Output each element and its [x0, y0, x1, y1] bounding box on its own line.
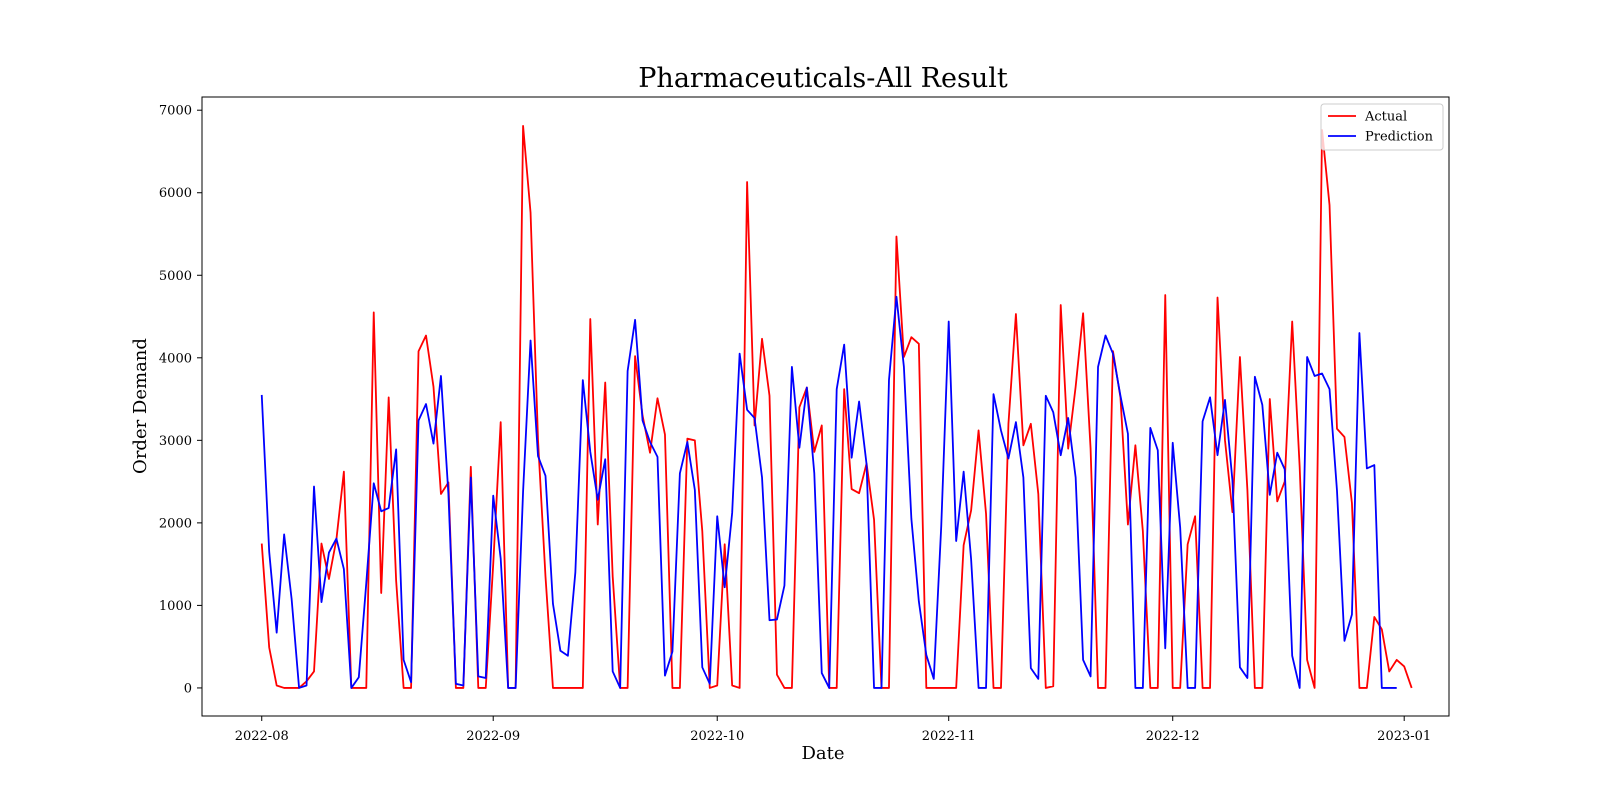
- legend-label-prediction: Prediction: [1365, 130, 1434, 145]
- y-tick-label: 4000: [159, 351, 192, 366]
- series-line-prediction: [260, 295, 1397, 689]
- legend: Actual Prediction: [1320, 103, 1444, 151]
- series-layer: [260, 124, 1413, 689]
- y-tick-label: 2000: [159, 516, 192, 531]
- x-tick-label: 2023-01: [1377, 729, 1431, 744]
- y-axis: 0 1000 2000 3000 4000 5000 6000 7000: [159, 104, 202, 696]
- y-tick-label: 7000: [159, 104, 192, 119]
- y-tick-label: 5000: [159, 269, 192, 284]
- legend-label-actual: Actual: [1364, 110, 1407, 125]
- x-tick-label: 2022-12: [1146, 729, 1200, 744]
- y-tick-label: 3000: [159, 434, 192, 449]
- chart-title: Pharmaceuticals-All Result: [638, 63, 1008, 94]
- x-axis: 2022-08 2022-09 2022-10 2022-11 2022-12 2023-…: [235, 716, 1431, 744]
- x-tick-label: 2022-09: [466, 729, 520, 744]
- x-axis-label: Date: [801, 743, 844, 764]
- x-tick-label: 2022-08: [235, 729, 289, 744]
- y-tick-label: 0: [184, 681, 192, 696]
- y-axis-label: Order Demand: [130, 338, 151, 474]
- x-tick-label: 2022-11: [922, 729, 976, 744]
- y-tick-label: 6000: [159, 186, 192, 201]
- plot-area: [201, 96, 1450, 717]
- y-tick-label: 1000: [159, 599, 192, 614]
- x-tick-label: 2022-10: [690, 729, 744, 744]
